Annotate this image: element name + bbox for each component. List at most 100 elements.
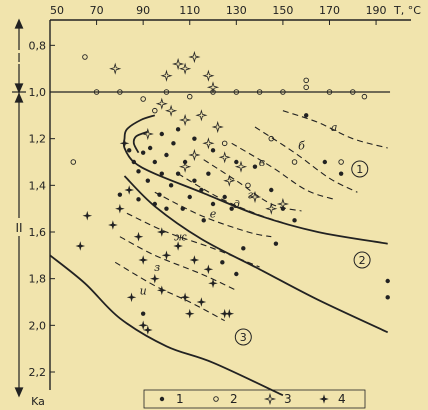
data-point-series-1 <box>171 141 176 146</box>
data-point-series-4 <box>208 278 218 289</box>
dashed-curve <box>254 126 358 193</box>
data-point-series-2 <box>70 159 77 165</box>
data-point-series-4 <box>161 250 172 261</box>
data-point-series-3 <box>265 202 278 215</box>
data-point-series-1 <box>140 150 146 155</box>
data-point-series-4 <box>82 210 93 221</box>
data-point-series-1 <box>234 159 239 165</box>
data-point-series-2 <box>186 93 193 100</box>
data-point-series-3 <box>202 69 215 82</box>
legend-marker-4 <box>319 394 329 404</box>
data-point-series-1 <box>303 113 309 118</box>
data-point-series-1 <box>192 136 197 141</box>
data-point-series-1 <box>220 260 225 265</box>
data-point-series-2 <box>280 89 286 95</box>
data-point-series-1 <box>152 201 158 207</box>
data-point-series-4 <box>138 320 148 331</box>
data-point-series-1 <box>131 159 137 165</box>
y-tick-label: 1,8 <box>29 273 47 286</box>
data-point-series-1 <box>385 295 390 300</box>
y-tick-label: 1,0 <box>29 86 47 99</box>
data-point-series-1 <box>385 278 390 284</box>
data-point-series-3 <box>234 160 248 173</box>
data-point-series-3 <box>179 160 192 173</box>
data-point-series-2 <box>233 89 240 95</box>
data-point-series-1 <box>338 171 344 176</box>
data-point-series-3 <box>179 113 192 127</box>
dashed-curve <box>231 142 335 200</box>
data-point-series-4 <box>124 185 134 195</box>
data-point-series-2 <box>338 159 344 165</box>
region-label: 3 <box>240 331 247 344</box>
y-tick-label: 0,8 <box>29 39 47 52</box>
data-point-series-1 <box>187 194 192 200</box>
data-point-series-3 <box>155 97 168 110</box>
data-point-series-1 <box>164 152 169 158</box>
data-point-series-1 <box>157 192 162 197</box>
region-marker <box>353 251 371 269</box>
curve-label: и <box>140 284 147 297</box>
data-point-series-3 <box>141 127 154 141</box>
data-point-series-1 <box>229 206 234 211</box>
data-point-series-1 <box>159 131 164 137</box>
legend-marker-2 <box>213 396 219 402</box>
data-point-series-3 <box>195 109 208 122</box>
x-tick-label: 70 <box>90 4 104 17</box>
legend-marker-3 <box>263 392 277 406</box>
x-tick-label: 130 <box>226 4 247 17</box>
data-point-series-1 <box>126 148 132 153</box>
data-point-series-2 <box>268 135 275 142</box>
data-point-series-1 <box>210 201 216 207</box>
data-point-series-3 <box>172 57 185 71</box>
legend: 1 2 3 4 <box>143 389 366 409</box>
data-point-series-1 <box>292 218 297 223</box>
boundary-curve <box>132 130 149 154</box>
data-point-series-2 <box>163 89 170 95</box>
data-point-series-2 <box>361 93 368 100</box>
data-point-series-1 <box>140 311 146 316</box>
data-point-series-4 <box>133 231 144 242</box>
x-tick-label: 50 <box>50 4 64 17</box>
data-point-series-4 <box>189 255 200 265</box>
data-point-series-4 <box>157 227 167 237</box>
data-point-series-2 <box>350 89 356 95</box>
data-point-series-1 <box>136 197 141 202</box>
data-point-series-2 <box>303 84 309 91</box>
data-point-series-4 <box>126 292 137 303</box>
data-point-series-1 <box>199 187 204 193</box>
data-point-series-4 <box>184 308 195 319</box>
curve-label: ж <box>174 231 187 244</box>
curve-label: з <box>154 261 160 274</box>
legend-label: 1 <box>176 392 184 406</box>
y-axis-label: Ka <box>31 395 45 408</box>
data-point-series-2 <box>326 89 333 95</box>
data-point-series-1 <box>273 241 279 246</box>
data-point-series-2 <box>152 107 158 114</box>
y-tick-label: 2,2 <box>29 366 47 379</box>
x-tick-label: 150 <box>272 4 293 17</box>
data-point-series-2 <box>291 159 298 165</box>
data-point-series-4 <box>138 255 148 265</box>
data-point-series-2 <box>210 89 216 95</box>
data-point-series-1 <box>117 192 123 197</box>
data-point-series-4 <box>173 241 183 251</box>
data-point-series-1 <box>168 183 174 188</box>
y-tick-label: 1,2 <box>29 133 47 146</box>
dashed-curve <box>203 159 302 212</box>
data-point-series-1 <box>206 171 211 176</box>
dashed-curve <box>177 173 284 224</box>
data-point-series-4 <box>75 241 86 251</box>
data-point-series-1 <box>159 171 164 176</box>
x-tick-label: 90 <box>136 4 150 17</box>
data-point-series-3 <box>211 120 224 134</box>
data-point-series-1 <box>252 164 258 169</box>
data-point-series-3 <box>202 137 215 150</box>
data-point-series-4 <box>157 285 167 296</box>
data-point-series-2 <box>245 182 251 189</box>
x-axis-label: T, °C <box>393 4 421 17</box>
legend-label: 2 <box>230 392 238 406</box>
legend-label: 4 <box>338 392 346 406</box>
data-point-series-1 <box>201 218 206 223</box>
data-point-series-2 <box>256 89 263 95</box>
